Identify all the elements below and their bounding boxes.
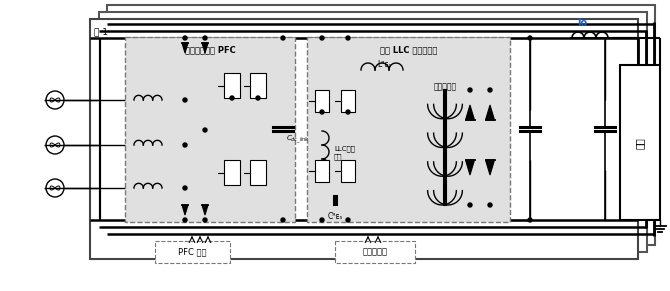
Circle shape [346,110,350,114]
Text: Io: Io [577,18,587,28]
Circle shape [488,88,492,92]
Circle shape [281,36,285,40]
Bar [307,37,510,222]
Polygon shape [182,43,188,53]
Bar [224,73,240,98]
Circle shape [183,98,187,102]
Text: PFC 控制: PFC 控制 [178,248,207,256]
Text: 相 2: 相 2 [103,20,116,29]
Polygon shape [182,205,188,215]
Circle shape [346,36,350,40]
Circle shape [346,218,350,222]
Bar [620,65,660,220]
Circle shape [468,88,472,92]
Circle shape [528,36,532,40]
Text: 隔离变压器: 隔离变压器 [433,82,456,91]
Text: 单向 LLC 全桥转换器: 单向 LLC 全桥转换器 [380,45,438,54]
Circle shape [203,128,207,132]
Text: 相 1: 相 1 [94,27,108,36]
Text: $C_{dc\_link}$: $C_{dc\_link}$ [286,134,310,146]
Bar [250,160,266,185]
Circle shape [183,218,187,222]
Text: LLC储能
电路: LLC储能 电路 [334,146,355,160]
Polygon shape [202,205,208,215]
Text: Lᴿᴇₛ: Lᴿᴇₛ [377,60,391,69]
Bar [224,160,240,185]
Bar [99,12,647,252]
Polygon shape [486,105,494,120]
Circle shape [183,36,187,40]
Circle shape [468,203,472,207]
Circle shape [488,203,492,207]
Circle shape [320,110,324,114]
Bar [125,37,295,222]
Text: 相 3: 相 3 [111,13,124,22]
Polygon shape [202,43,208,53]
Circle shape [320,36,324,40]
Text: 电池: 电池 [635,137,645,149]
Polygon shape [466,105,474,120]
Bar [341,160,355,182]
Bar [341,90,355,112]
Circle shape [528,218,532,222]
Circle shape [230,96,234,100]
Text: 传统的交错式 PFC: 传统的交错式 PFC [185,45,235,54]
Circle shape [183,186,187,190]
Bar [90,19,638,259]
Bar [250,73,266,98]
Text: Cᴿᴇₛ: Cᴿᴇₛ [328,212,342,221]
Bar [315,160,329,182]
Circle shape [203,218,207,222]
Text: 初级侧门控: 初级侧门控 [362,248,387,256]
Bar [315,90,329,112]
Bar [107,5,655,245]
Circle shape [256,96,260,100]
Circle shape [281,218,285,222]
Polygon shape [466,160,474,175]
Circle shape [203,36,207,40]
Bar [155,241,230,263]
Polygon shape [486,160,494,175]
Circle shape [320,218,324,222]
Bar [335,241,415,263]
Circle shape [183,143,187,147]
